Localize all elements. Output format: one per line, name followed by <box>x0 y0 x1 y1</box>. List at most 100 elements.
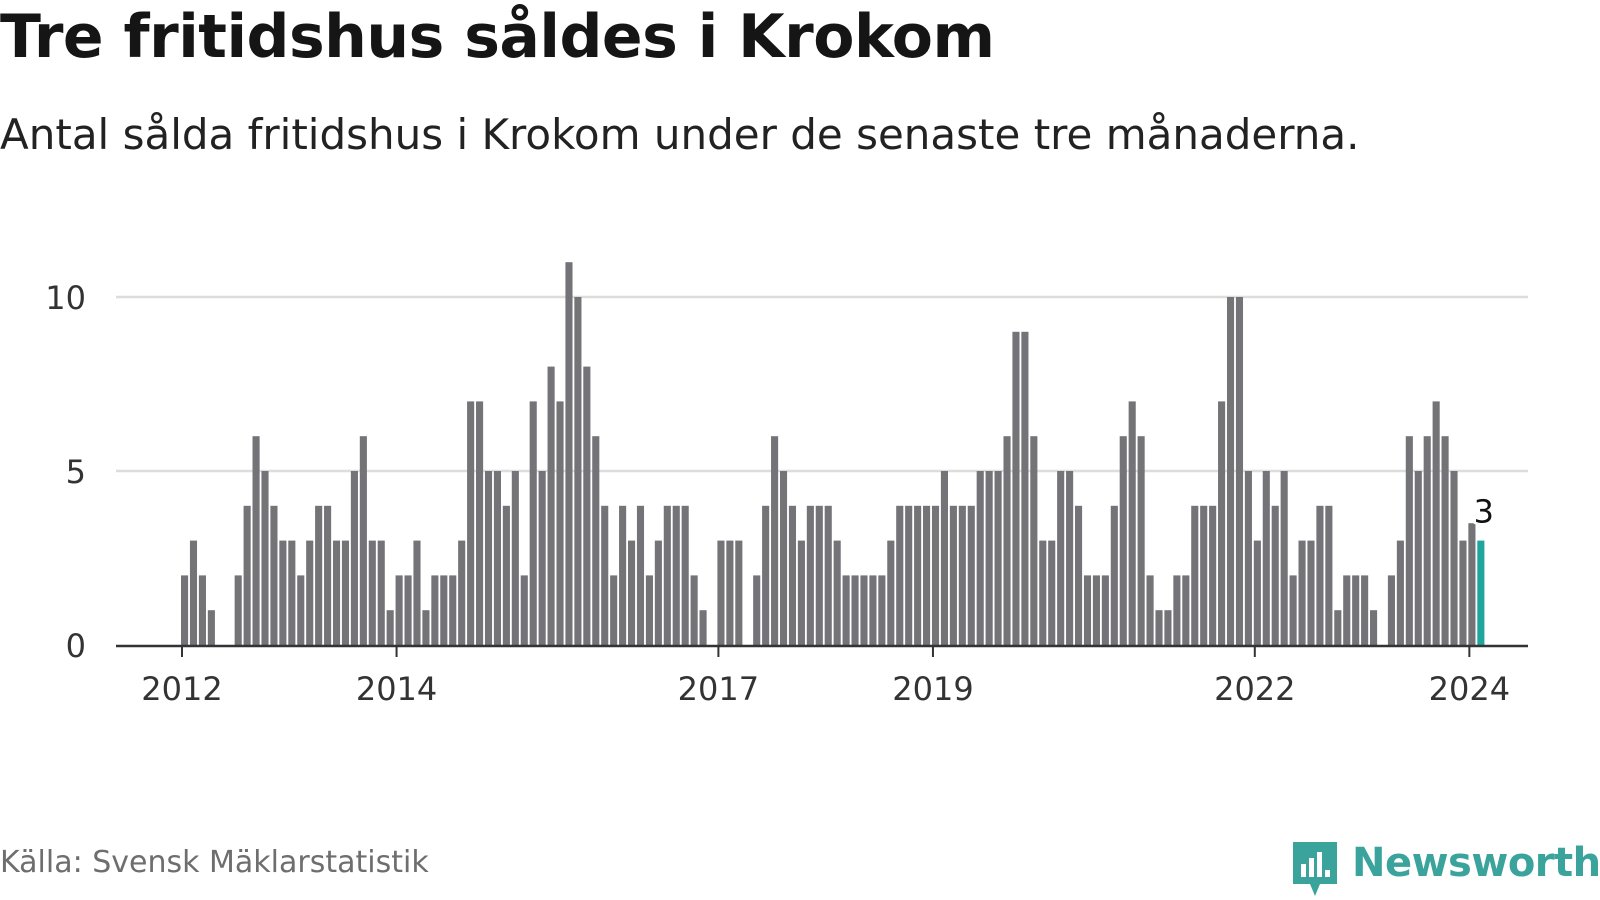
bar <box>467 401 475 645</box>
bar <box>931 505 940 645</box>
bar <box>1370 610 1378 645</box>
bar <box>1209 505 1217 645</box>
bar <box>726 540 734 645</box>
bar <box>1039 540 1047 645</box>
bar <box>1468 523 1476 645</box>
bar <box>252 436 260 645</box>
bar <box>753 575 761 645</box>
bar <box>1387 575 1395 645</box>
bar <box>574 297 582 645</box>
bar <box>288 540 296 645</box>
bar <box>833 540 841 645</box>
bar <box>869 575 877 645</box>
bar <box>207 610 215 645</box>
bar <box>824 505 832 645</box>
x-tick-label: 2017 <box>678 670 759 708</box>
y-tick-label: 5 <box>66 453 86 491</box>
x-tick-label: 2012 <box>141 670 222 708</box>
bar <box>1182 575 1190 645</box>
bar <box>502 505 510 645</box>
bar <box>368 540 376 645</box>
bar <box>1459 540 1467 645</box>
newsworthy-logo[interactable]: Newsworthy <box>1290 840 1600 900</box>
bar <box>1343 575 1351 645</box>
bar <box>1200 505 1208 645</box>
bar <box>1003 436 1011 645</box>
bar <box>350 471 358 645</box>
bar <box>1289 575 1297 645</box>
bar <box>1066 471 1074 645</box>
bar <box>1173 575 1181 645</box>
x-tick-label: 2022 <box>1214 670 1295 708</box>
bar <box>1164 610 1172 645</box>
bar <box>1432 401 1440 645</box>
bar <box>967 505 975 645</box>
bar <box>279 540 287 645</box>
grid-layer <box>116 295 1528 473</box>
bar <box>1110 505 1118 645</box>
bar <box>1092 575 1100 645</box>
bar <box>1352 575 1360 645</box>
bar <box>914 505 922 645</box>
bar <box>270 505 278 645</box>
bar <box>529 401 537 645</box>
x-tick-label: 2014 <box>356 670 437 708</box>
bar <box>672 505 680 645</box>
bar <box>896 505 904 645</box>
bar <box>1450 471 1458 645</box>
bar <box>762 505 770 645</box>
bar <box>1262 471 1270 645</box>
bar <box>1128 401 1136 645</box>
bar <box>699 610 707 645</box>
bar <box>547 366 555 645</box>
bar <box>985 471 993 645</box>
bar <box>1280 471 1288 645</box>
bar <box>493 471 501 645</box>
bars-layer <box>181 262 1485 645</box>
bar <box>565 262 573 645</box>
bar <box>377 540 385 645</box>
bar <box>484 471 493 645</box>
bar <box>458 540 466 645</box>
bar <box>860 575 868 645</box>
chart-subtitle: Antal sålda fritidshus i Krokom under de… <box>0 110 1360 159</box>
bar <box>395 575 403 645</box>
bar <box>413 540 421 645</box>
bar <box>1441 436 1449 645</box>
axis-layer: 0 5 10 3 2012 2014 2017 2019 2022 2024 <box>45 279 1528 708</box>
bar <box>181 575 189 645</box>
bar <box>690 575 698 645</box>
bar <box>440 575 448 645</box>
bar <box>332 540 341 645</box>
bar <box>610 575 618 645</box>
bar <box>663 505 671 645</box>
bar <box>449 575 457 645</box>
bar <box>359 436 367 645</box>
bar <box>261 471 269 645</box>
bar <box>735 540 743 645</box>
bar <box>538 471 546 645</box>
bar <box>511 471 519 645</box>
bar <box>1155 610 1163 645</box>
bar <box>386 610 394 645</box>
bar <box>851 575 859 645</box>
bar <box>1101 575 1109 645</box>
bar <box>1012 331 1020 645</box>
bar <box>905 505 913 645</box>
bar <box>976 471 984 645</box>
bar <box>1307 540 1315 645</box>
bar <box>1298 540 1306 645</box>
bar <box>592 436 600 645</box>
bar <box>520 575 528 645</box>
bar <box>654 540 662 645</box>
bar <box>431 575 439 645</box>
bar <box>324 505 332 645</box>
bar <box>681 505 689 645</box>
bar <box>1226 297 1235 645</box>
bar <box>771 436 779 645</box>
bar <box>994 471 1002 645</box>
bar <box>1271 505 1279 645</box>
bar <box>949 505 957 645</box>
bar <box>601 505 609 645</box>
